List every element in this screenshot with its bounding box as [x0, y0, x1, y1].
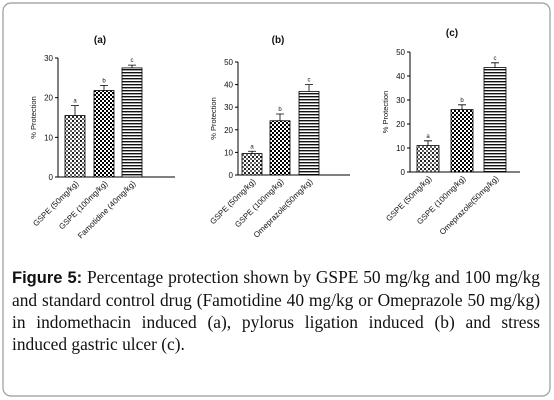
y-tick-label: 50 [396, 48, 405, 57]
bar-annotation: c [308, 78, 311, 84]
bar-annotation: a [426, 134, 430, 140]
bar [483, 67, 507, 173]
bar [298, 90, 320, 176]
bar-annotation: c [494, 56, 497, 62]
y-tick-label: 30 [396, 96, 405, 105]
x-tick-label: Omeprazole(50mg/kg) [438, 174, 501, 237]
bar [64, 115, 86, 178]
chart-title: (b) [272, 35, 285, 46]
y-tick-label: 20 [224, 126, 233, 135]
bar-annotation: b [102, 78, 106, 84]
bar [241, 153, 263, 176]
bar [93, 90, 115, 178]
x-tick-label: GSPE (50mg/kg) [208, 177, 257, 226]
y-tick-label: 30 [224, 103, 233, 112]
y-axis-label: % Protection [381, 91, 390, 134]
y-tick-label: 20 [396, 120, 405, 129]
y-tick-label: 30 [44, 54, 53, 63]
error-bar [305, 84, 313, 92]
bar-annotation: b [460, 98, 464, 104]
chart-title: (c) [446, 28, 458, 39]
bar [269, 120, 291, 176]
y-axis-label: % Protection [29, 96, 38, 139]
error-bar [458, 104, 466, 110]
y-tick-label: 20 [44, 94, 53, 103]
y-tick-label: 10 [224, 148, 233, 157]
y-tick-label: 40 [224, 81, 233, 90]
caption: Figure 5: Percentage protection shown by… [12, 266, 540, 355]
bar-annotation: a [250, 144, 254, 150]
bar [450, 109, 474, 173]
frame [2, 2, 551, 397]
x-tick-label: GSPE (100mg/kg) [233, 177, 286, 230]
y-tick-label: 0 [229, 171, 234, 180]
caption-text: Percentage protection shown by GSPE 50 m… [12, 267, 540, 354]
error-bar [276, 113, 284, 121]
y-tick-label: 10 [396, 144, 405, 153]
bar [416, 145, 440, 173]
error-bar [424, 140, 432, 146]
error-bar [491, 62, 499, 68]
y-tick-label: 0 [49, 173, 54, 182]
x-tick-label: Omeprazole(50mg/kg) [252, 177, 315, 240]
y-tick-label: 50 [224, 58, 233, 67]
error-bar [71, 105, 79, 116]
y-tick-label: 10 [44, 133, 53, 142]
error-bar [128, 64, 136, 68]
bar-annotation: a [73, 99, 77, 105]
y-axis-label: % Protection [209, 97, 218, 140]
error-bar [100, 84, 108, 91]
y-tick-label: 40 [396, 72, 405, 81]
bar-annotation: c [131, 58, 134, 64]
bar [121, 67, 143, 178]
error-bar [248, 150, 256, 154]
bar-annotation: b [278, 107, 282, 113]
caption-label: Figure 5: [12, 269, 83, 287]
y-tick-label: 0 [401, 168, 406, 177]
x-tick-label: Famotidine (40mg/kg) [76, 179, 138, 241]
chart-title: (a) [94, 35, 106, 46]
